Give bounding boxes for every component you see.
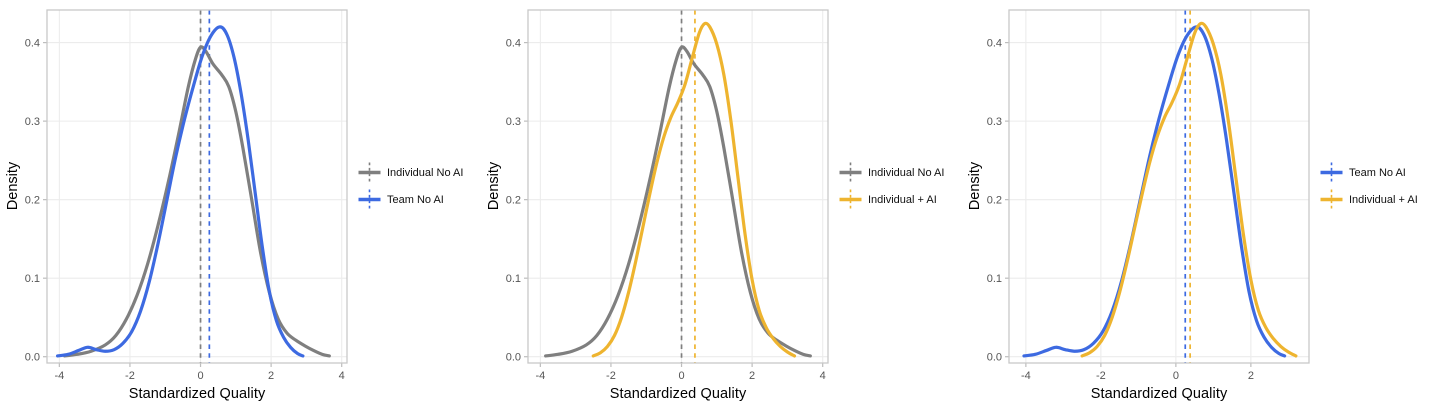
legend-item-individual-no-ai: Individual No AI bbox=[838, 160, 944, 185]
legend-key-line-icon bbox=[1320, 189, 1343, 210]
legend-item-individual-plus-ai: Individual + AI bbox=[838, 187, 944, 212]
y-axis-title: Density bbox=[5, 161, 21, 211]
panel-border bbox=[1008, 9, 1310, 364]
legend-item-individual-no-ai: Individual No AI bbox=[357, 160, 463, 185]
svg-text:-2: -2 bbox=[606, 370, 616, 382]
x-axis-title: Standardized Quality bbox=[609, 386, 747, 402]
svg-text:0.4: 0.4 bbox=[25, 37, 40, 49]
x-axis-title: Standardized Quality bbox=[1090, 386, 1228, 402]
svg-text:0.0: 0.0 bbox=[506, 352, 521, 364]
svg-text:-2: -2 bbox=[125, 370, 135, 382]
svg-text:0.4: 0.4 bbox=[987, 37, 1002, 49]
legend-label: Individual No AI bbox=[868, 166, 945, 179]
density-curve-team-no-ai bbox=[55, 25, 305, 358]
density-plot-2-svg: -4 -2 0 2 4 0.0 0.1 0.2 0.3 0.4 bbox=[506, 9, 829, 382]
svg-text:2: 2 bbox=[1248, 370, 1254, 382]
y-axis-title: Density bbox=[967, 161, 983, 211]
legend-key-line-icon bbox=[358, 162, 381, 183]
svg-text:0.3: 0.3 bbox=[987, 116, 1002, 128]
axis-ticks bbox=[43, 41, 343, 367]
axis-ticks bbox=[1005, 41, 1252, 367]
svg-text:0.3: 0.3 bbox=[25, 116, 40, 128]
svg-text:2: 2 bbox=[749, 370, 755, 382]
legend-key-line-icon bbox=[839, 189, 862, 210]
plot-content bbox=[55, 10, 331, 363]
legend-item-team-no-ai: Team No AI bbox=[357, 187, 463, 212]
density-plot-1-svg: -4 -2 0 2 4 0.0 0.1 0.2 0.3 0.4 bbox=[25, 9, 348, 382]
legend-key-line-icon bbox=[1320, 162, 1343, 183]
svg-text:-4: -4 bbox=[1021, 370, 1031, 382]
plot-content bbox=[544, 10, 812, 363]
density-curve-individual-ai bbox=[1080, 21, 1298, 358]
svg-text:4: 4 bbox=[339, 370, 345, 382]
legend-panel-3: Team No AI Individual + AI bbox=[1319, 160, 1418, 212]
svg-text:0.2: 0.2 bbox=[987, 194, 1002, 206]
svg-text:-4: -4 bbox=[535, 370, 545, 382]
density-plot-3-svg: -4 -2 0 2 0.0 0.1 0.2 0.3 0.4 bbox=[987, 9, 1310, 382]
svg-text:0: 0 bbox=[1173, 370, 1179, 382]
legend-key-line-icon bbox=[358, 189, 381, 210]
svg-text:0.4: 0.4 bbox=[506, 37, 521, 49]
svg-text:-2: -2 bbox=[1096, 370, 1106, 382]
legend-item-team-no-ai: Team No AI bbox=[1319, 160, 1418, 185]
plot-content bbox=[1022, 10, 1298, 363]
gridlines bbox=[47, 10, 347, 363]
svg-text:0.1: 0.1 bbox=[25, 273, 40, 285]
density-panel-1: -4 -2 0 2 4 0.0 0.1 0.2 0.3 0.4 Density Standardi… bbox=[0, 0, 481, 420]
axis-tick-labels: -4 -2 0 2 4 0.0 0.1 0.2 0.3 0.4 bbox=[25, 37, 345, 382]
panel-background bbox=[1009, 10, 1309, 363]
axis-ticks bbox=[524, 41, 824, 367]
svg-text:4: 4 bbox=[820, 370, 826, 382]
density-panel-3: -4 -2 0 2 0.0 0.1 0.2 0.3 0.4 Density Standardiz… bbox=[962, 0, 1443, 420]
legend-label: Team No AI bbox=[387, 193, 444, 206]
panel-border bbox=[46, 9, 348, 364]
legend-key-line-icon bbox=[839, 162, 862, 183]
density-panel-2: -4 -2 0 2 4 0.0 0.1 0.2 0.3 0.4 Density Standardi… bbox=[481, 0, 962, 420]
svg-text:0.1: 0.1 bbox=[506, 273, 521, 285]
axis-tick-labels: -4 -2 0 2 4 0.0 0.1 0.2 0.3 0.4 bbox=[506, 37, 826, 382]
svg-text:0.3: 0.3 bbox=[506, 116, 521, 128]
legend-label: Individual No AI bbox=[387, 166, 464, 179]
svg-text:0.2: 0.2 bbox=[506, 194, 521, 206]
legend-panel-2: Individual No AI Individual + AI bbox=[838, 160, 944, 212]
density-curve-team-no-ai bbox=[1022, 25, 1287, 358]
svg-text:2: 2 bbox=[268, 370, 274, 382]
legend-label: Individual + AI bbox=[868, 193, 937, 206]
panel-border bbox=[527, 9, 829, 364]
legend-panel-1: Individual No AI Team No AI bbox=[357, 160, 463, 212]
panel-background bbox=[528, 10, 828, 363]
panel-background bbox=[47, 10, 347, 363]
x-axis-title: Standardized Quality bbox=[128, 386, 266, 402]
svg-text:0.0: 0.0 bbox=[25, 352, 40, 364]
legend-label: Individual + AI bbox=[1349, 193, 1418, 206]
svg-text:0.0: 0.0 bbox=[987, 352, 1002, 364]
svg-text:0: 0 bbox=[197, 370, 203, 382]
svg-text:0: 0 bbox=[678, 370, 684, 382]
gridlines bbox=[1009, 10, 1309, 363]
axis-tick-labels: -4 -2 0 2 0.0 0.1 0.2 0.3 0.4 bbox=[987, 37, 1254, 382]
legend-item-individual-plus-ai: Individual + AI bbox=[1319, 187, 1418, 212]
svg-text:0.1: 0.1 bbox=[987, 273, 1002, 285]
svg-text:0.2: 0.2 bbox=[25, 194, 40, 206]
density-curve-individual-ai bbox=[591, 21, 797, 358]
y-axis-title: Density bbox=[486, 161, 502, 211]
legend-label: Team No AI bbox=[1349, 166, 1406, 179]
density-curve-individual-no-ai bbox=[63, 45, 331, 358]
svg-text:-4: -4 bbox=[54, 370, 64, 382]
